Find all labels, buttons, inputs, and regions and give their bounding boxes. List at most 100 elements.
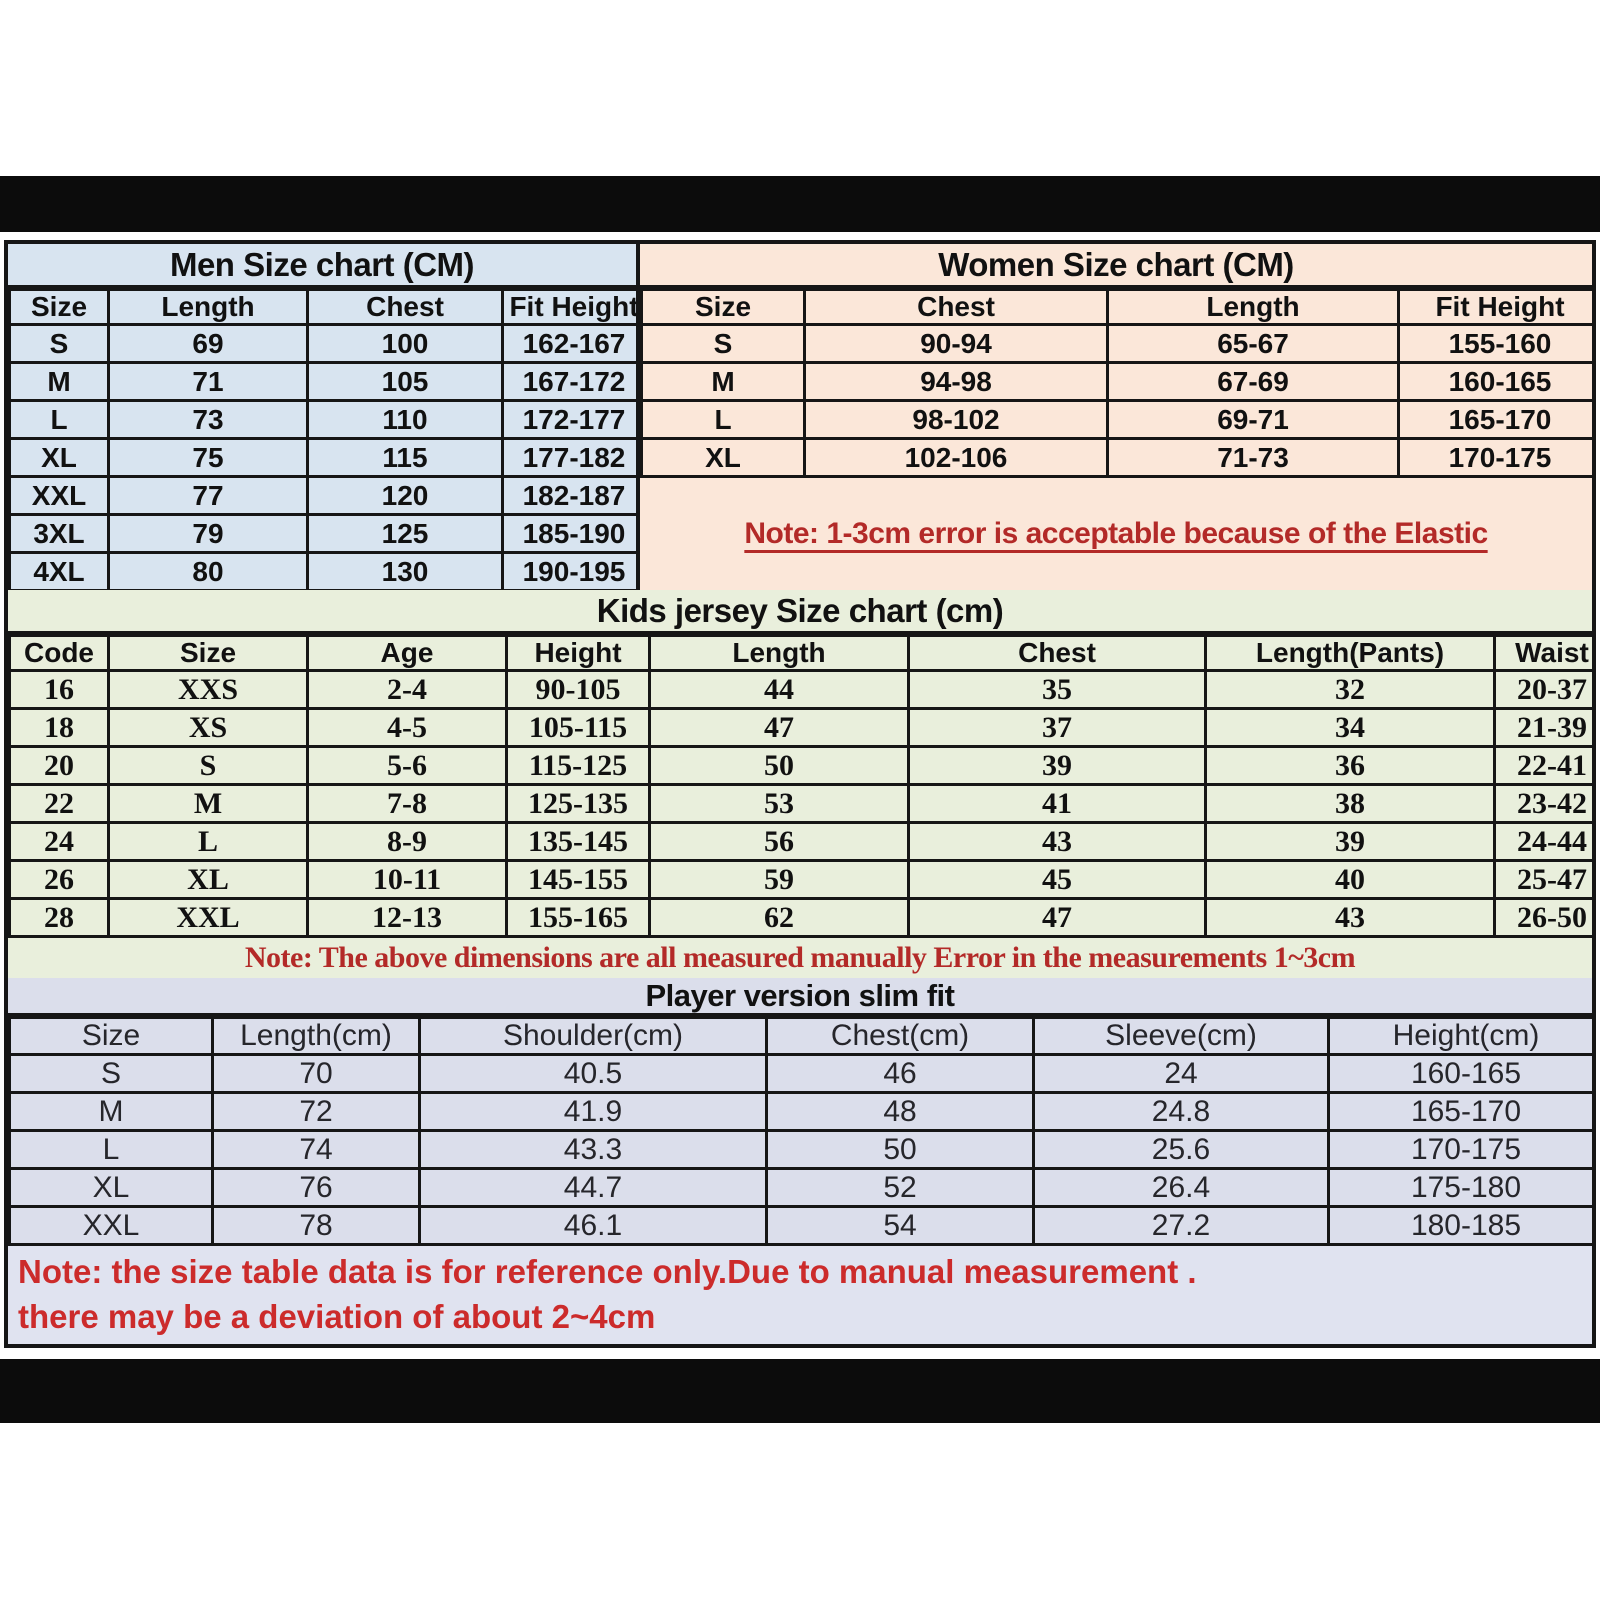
table-row: XXL 78 46.1 54 27.2 180-185 <box>8 1205 1592 1246</box>
column-header: Fit Height <box>501 288 636 326</box>
column-header: Chest(cm) <box>765 1016 1035 1056</box>
column-header: Length <box>107 288 309 326</box>
table-cell: 3XL <box>8 513 110 554</box>
table-row: L 73 110 172-177 <box>8 399 636 440</box>
table-cell: 73 <box>107 399 309 440</box>
table-cell: 12-13 <box>306 897 508 938</box>
table-cell: 182-187 <box>501 475 636 516</box>
table-row: 18 XS 4-5 105-115 47 37 34 21-39 <box>8 707 1592 748</box>
table-cell: 130 <box>306 551 504 590</box>
table-cell: 4XL <box>8 551 110 590</box>
table-row: XL 102-106 71-73 170-175 <box>640 437 1592 478</box>
table-cell: 52 <box>765 1167 1035 1208</box>
table-cell: 26.4 <box>1032 1167 1330 1208</box>
top-grid-tick-strip <box>4 233 1596 240</box>
bottom-grid-tick-strip <box>4 1349 1596 1356</box>
table-cell: 67-69 <box>1106 361 1400 402</box>
player-table-title: Player version slim fit <box>8 978 1592 1016</box>
table-cell: S <box>640 323 806 364</box>
table-cell: 185-190 <box>501 513 636 554</box>
table-cell: 100 <box>306 323 504 364</box>
table-cell: S <box>107 745 309 786</box>
table-row: 16 XXS 2-4 90-105 44 35 32 20-37 <box>8 669 1592 710</box>
table-cell: 28 <box>8 897 110 938</box>
table-cell: 172-177 <box>501 399 636 440</box>
table-row: 4XL 80 130 190-195 <box>8 551 636 590</box>
size-chart-content: Men Size chart (CM) Size Length Chest Fit H… <box>4 240 1596 1348</box>
table-cell: 155-160 <box>1397 323 1592 364</box>
table-cell: 16 <box>8 669 110 710</box>
table-cell: 43.3 <box>418 1129 768 1170</box>
table-cell: 94-98 <box>803 361 1109 402</box>
women-size-chart-section: Women Size chart (CM) Size Chest Length Fit… <box>640 244 1592 590</box>
women-size-table: Size Chest Length Fit Height S 90-94 65-67 155-… <box>640 288 1592 478</box>
table-cell: 50 <box>648 745 910 786</box>
table-cell: 98-102 <box>803 399 1109 440</box>
column-header: Code <box>8 634 110 672</box>
table-cell: 50 <box>765 1129 1035 1170</box>
table-cell: 22 <box>8 783 110 824</box>
table-cell: 69-71 <box>1106 399 1400 440</box>
men-table-title: Men Size chart (CM) <box>8 244 636 288</box>
column-header: Size <box>8 288 110 326</box>
table-cell: 35 <box>907 669 1207 710</box>
table-cell: XS <box>107 707 309 748</box>
table-cell: 170-175 <box>1327 1129 1592 1170</box>
column-header: Length(cm) <box>211 1016 421 1056</box>
column-header: Chest <box>306 288 504 326</box>
table-row: 20 S 5-6 115-125 50 39 36 22-41 <box>8 745 1592 786</box>
table-cell: 69 <box>107 323 309 364</box>
table-cell: 23-42 <box>1493 783 1592 824</box>
table-cell: 105-115 <box>505 707 651 748</box>
table-cell: 10-11 <box>306 859 508 900</box>
table-cell: 74 <box>211 1129 421 1170</box>
table-row: XL 75 115 177-182 <box>8 437 636 478</box>
table-cell: XXL <box>107 897 309 938</box>
table-row: S 70 40.5 46 24 160-165 <box>8 1053 1592 1094</box>
table-cell: S <box>8 323 110 364</box>
table-cell: 175-180 <box>1327 1167 1592 1208</box>
table-cell: 170-175 <box>1397 437 1592 478</box>
top-black-band <box>0 176 1600 232</box>
column-header: Height <box>505 634 651 672</box>
table-cell: 180-185 <box>1327 1205 1592 1246</box>
table-cell: 190-195 <box>501 551 636 590</box>
table-cell: 44 <box>648 669 910 710</box>
table-cell: 102-106 <box>803 437 1109 478</box>
table-cell: 2-4 <box>306 669 508 710</box>
table-cell: 36 <box>1204 745 1496 786</box>
table-cell: L <box>8 399 110 440</box>
table-cell: 125 <box>306 513 504 554</box>
bottom-black-band <box>0 1359 1600 1423</box>
table-cell: 41.9 <box>418 1091 768 1132</box>
table-cell: 59 <box>648 859 910 900</box>
table-cell: 32 <box>1204 669 1496 710</box>
footer-deviation-note: Note: the size table data is for referen… <box>8 1246 1592 1344</box>
table-cell: 125-135 <box>505 783 651 824</box>
table-cell: M <box>107 783 309 824</box>
table-cell: 39 <box>1204 821 1496 862</box>
table-cell: 110 <box>306 399 504 440</box>
table-cell: S <box>8 1053 214 1094</box>
header-row: Size Length(cm) Shoulder(cm) Chest(cm) Sleev… <box>8 1016 1592 1056</box>
column-header: Length <box>648 634 910 672</box>
table-cell: 40.5 <box>418 1053 768 1094</box>
table-cell: 4-5 <box>306 707 508 748</box>
table-cell: 40 <box>1204 859 1496 900</box>
table-cell: 38 <box>1204 783 1496 824</box>
table-cell: 46 <box>765 1053 1035 1094</box>
table-cell: 54 <box>765 1205 1035 1246</box>
table-row: M 71 105 167-172 <box>8 361 636 402</box>
table-row: L 98-102 69-71 165-170 <box>640 399 1592 440</box>
table-cell: 79 <box>107 513 309 554</box>
column-header: Sleeve(cm) <box>1032 1016 1330 1056</box>
table-row: M 72 41.9 48 24.8 165-170 <box>8 1091 1592 1132</box>
table-cell: 155-165 <box>505 897 651 938</box>
table-cell: 21-39 <box>1493 707 1592 748</box>
table-row: 28 XXL 12-13 155-165 62 47 43 26-50 <box>8 897 1592 938</box>
table-cell: XL <box>8 437 110 478</box>
table-cell: 47 <box>907 897 1207 938</box>
kids-measurement-note: Note: The above dimensions are all measu… <box>244 941 1356 974</box>
table-cell: 44.7 <box>418 1167 768 1208</box>
table-cell: 26 <box>8 859 110 900</box>
